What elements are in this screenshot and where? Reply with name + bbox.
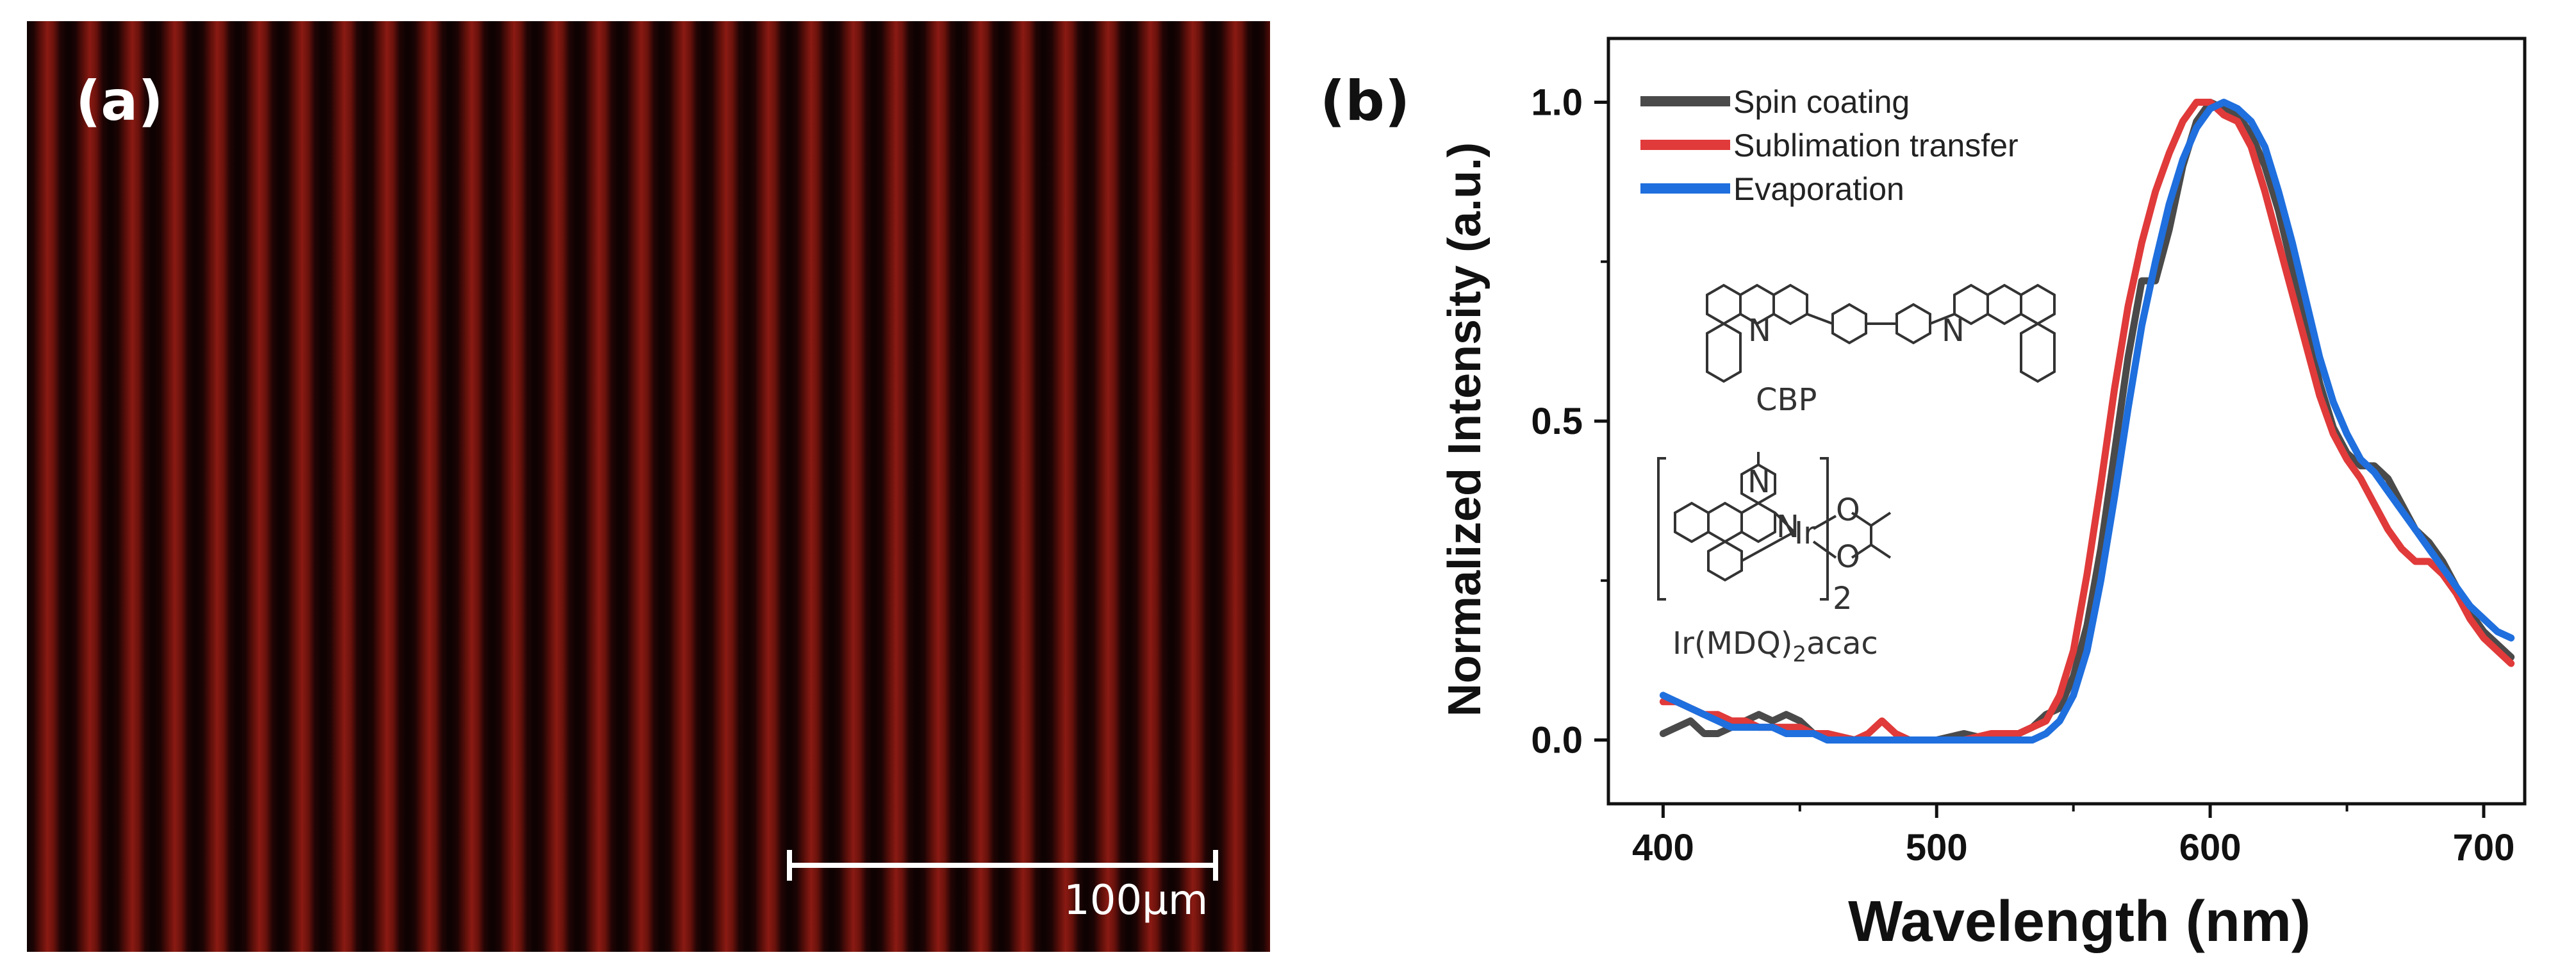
panel-a-label: (a) (76, 69, 163, 133)
cbp-benzene-lower-right (2020, 322, 2056, 383)
legend-label-evaporation: Evaporation (1733, 171, 1904, 207)
cbp-label: CBP (1756, 382, 1817, 418)
cbp-phenyl-2 (1895, 303, 1931, 345)
cbp-phenyl-1 (1831, 303, 1867, 345)
acac-methyl-2 (1870, 544, 1892, 559)
ir-label-subscript: 2 (1793, 642, 1807, 667)
cbp-pyrrole-right (1986, 283, 2022, 326)
bracket-subscript: 2 (1833, 581, 1853, 617)
ir-label-suffix: acac (1806, 626, 1878, 661)
cbp-structure (1706, 283, 2056, 383)
y-tick-label-1: 0.5 (1531, 401, 1583, 442)
cbp-benzene-right2 (2020, 283, 2056, 326)
scale-bar (789, 863, 1216, 868)
cbp-benzene-left (1706, 283, 1742, 326)
axis-ticks (1594, 101, 2486, 818)
ir-o-bond-2 (1812, 540, 1837, 559)
cbp-n-left: N (1748, 313, 1771, 349)
ir-bond-n (1774, 511, 1796, 533)
ir-n-top: N (1747, 464, 1771, 500)
bracket-left (1657, 457, 1666, 601)
cbp-n-right: N (1942, 313, 1965, 349)
series-line-spin-coating (1659, 99, 2515, 744)
scale-bar-label: 100μm (1064, 877, 1209, 924)
acac-o-top: O (1836, 492, 1860, 528)
bracket-right (1820, 457, 1829, 601)
x-tick-label-600: 600 (2179, 827, 2242, 869)
x-tick-label-500: 500 (1906, 827, 1968, 869)
x-axis-title: Wavelength (nm) (1848, 890, 2311, 954)
legend: Spin coating Sublimation transfer Evapor… (1628, 71, 2063, 213)
ir-phenyl-lower (1707, 540, 1743, 582)
x-tick-label-400: 400 (1632, 827, 1694, 869)
acac-o-bottom: O (1836, 539, 1860, 575)
legend-label-spin-coating: Spin coating (1733, 84, 1910, 120)
ir-n-side: N (1776, 509, 1799, 545)
scale-bar-cap-right (1213, 850, 1218, 881)
cbp-benzene-left2 (1772, 283, 1808, 326)
x-tick-label-700: 700 (2453, 827, 2515, 869)
cbp-bond-1 (1806, 313, 1833, 325)
series-line-sublimation-transfer (1659, 99, 2515, 744)
micrograph-image (27, 21, 1270, 952)
ir-bond-c (1741, 531, 1795, 562)
ir-complex-structure (1657, 452, 1892, 601)
ir-atom: Ir (1794, 515, 1816, 551)
ir-benzene-1 (1674, 501, 1710, 544)
acac-bond-3 (1851, 544, 1872, 559)
y-tick-label-2: 1.0 (1531, 82, 1583, 124)
cbp-benzene-lower-left (1706, 322, 1742, 383)
acac-bond-1 (1851, 511, 1872, 527)
y-tick-label-0: 0.0 (1531, 720, 1583, 761)
series-lines (1659, 99, 2515, 744)
panel-b-label: (b) (1320, 69, 1410, 133)
acac-methyl-1 (1870, 511, 1892, 527)
ir-benzene-2 (1707, 501, 1743, 544)
tick-labels: 400 500 600 700 0.0 0.5 1.0 (1531, 82, 2514, 869)
series-line-evaporation (1659, 99, 2515, 744)
ir-quinoxaline (1740, 501, 1776, 544)
ir-label-prefix: Ir(MDQ) (1672, 626, 1793, 661)
y-axis-title: Normalized Intensity (a.u.) (1439, 142, 1490, 717)
ir-o-bond-1 (1813, 515, 1837, 530)
ir-complex-label: Ir(MDQ)2acac (1672, 626, 1878, 667)
legend-label-sublimation-transfer: Sublimation transfer (1733, 128, 2019, 163)
cbp-bond-3 (1929, 313, 1955, 325)
